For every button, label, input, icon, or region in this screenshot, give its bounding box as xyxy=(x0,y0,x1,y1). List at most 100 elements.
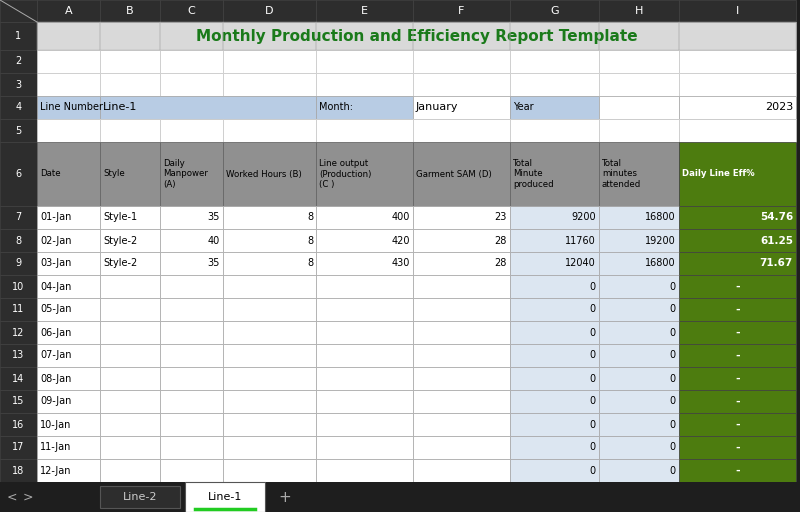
Bar xyxy=(679,321,796,344)
Bar xyxy=(599,229,679,252)
Text: >: > xyxy=(22,490,34,503)
Bar xyxy=(316,298,413,321)
Bar xyxy=(599,459,679,482)
Text: -: - xyxy=(735,305,740,314)
Bar xyxy=(100,73,160,96)
Bar xyxy=(316,275,413,298)
Bar xyxy=(160,344,223,367)
Bar xyxy=(37,22,100,50)
Bar xyxy=(0,321,37,344)
Bar xyxy=(510,436,599,459)
Text: 54.76: 54.76 xyxy=(760,212,793,223)
Bar xyxy=(510,275,599,298)
Text: A: A xyxy=(65,6,72,16)
Text: 0: 0 xyxy=(670,373,676,383)
Bar xyxy=(160,0,223,22)
Bar xyxy=(223,321,316,344)
Bar xyxy=(100,298,160,321)
Bar xyxy=(679,142,796,206)
Bar xyxy=(37,344,100,367)
Text: -: - xyxy=(735,396,740,407)
Text: 17: 17 xyxy=(12,442,25,453)
Text: 4: 4 xyxy=(15,102,22,113)
Bar xyxy=(679,298,796,321)
Bar xyxy=(223,0,316,22)
Text: 0: 0 xyxy=(590,465,596,476)
Bar xyxy=(316,367,413,390)
Bar xyxy=(679,50,796,73)
Text: 7: 7 xyxy=(15,212,22,223)
Bar xyxy=(413,390,510,413)
Bar xyxy=(679,390,796,413)
Bar xyxy=(160,73,223,96)
Bar xyxy=(100,22,160,50)
Bar xyxy=(0,367,37,390)
Text: 10: 10 xyxy=(12,282,25,291)
Bar xyxy=(100,413,160,436)
Bar xyxy=(316,206,413,229)
Bar xyxy=(160,252,223,275)
Text: 8: 8 xyxy=(307,212,313,223)
Bar xyxy=(100,50,160,73)
Bar xyxy=(223,142,316,206)
Bar xyxy=(37,96,100,119)
Text: -: - xyxy=(735,282,740,291)
Bar xyxy=(316,321,413,344)
Bar xyxy=(510,0,599,22)
Bar xyxy=(100,229,160,252)
Bar xyxy=(679,275,796,298)
Text: 28: 28 xyxy=(494,236,507,245)
Text: 15: 15 xyxy=(12,396,25,407)
Text: 19200: 19200 xyxy=(646,236,676,245)
Text: 04-Jan: 04-Jan xyxy=(40,282,71,291)
Bar xyxy=(37,390,100,413)
Text: 5: 5 xyxy=(15,125,22,136)
Bar xyxy=(37,298,100,321)
Bar xyxy=(160,298,223,321)
Text: 3: 3 xyxy=(15,79,22,90)
Text: Total
Minute
produced: Total Minute produced xyxy=(513,159,554,189)
Bar xyxy=(160,50,223,73)
Text: 8: 8 xyxy=(15,236,22,245)
Text: 16800: 16800 xyxy=(646,212,676,223)
Text: 0: 0 xyxy=(670,419,676,430)
Bar xyxy=(160,22,223,50)
Text: Style-1: Style-1 xyxy=(103,212,137,223)
Bar xyxy=(413,142,510,206)
Bar xyxy=(100,206,160,229)
Text: 16800: 16800 xyxy=(646,259,676,268)
Text: -: - xyxy=(735,328,740,337)
Bar xyxy=(679,119,796,142)
Bar xyxy=(37,229,100,252)
Bar xyxy=(160,206,223,229)
Bar xyxy=(413,436,510,459)
Bar xyxy=(413,50,510,73)
Bar xyxy=(316,413,413,436)
Text: 0: 0 xyxy=(590,351,596,360)
Text: 06-Jan: 06-Jan xyxy=(40,328,71,337)
Text: 11760: 11760 xyxy=(566,236,596,245)
Bar xyxy=(413,344,510,367)
Bar xyxy=(679,206,796,229)
Text: 16: 16 xyxy=(12,419,25,430)
Bar xyxy=(100,0,160,22)
Bar xyxy=(510,367,599,390)
Bar xyxy=(100,321,160,344)
Text: 6: 6 xyxy=(15,169,22,179)
Bar xyxy=(599,142,679,206)
Bar xyxy=(679,0,796,22)
Bar xyxy=(223,22,316,50)
Bar xyxy=(510,321,599,344)
Text: 0: 0 xyxy=(670,465,676,476)
Bar xyxy=(510,344,599,367)
Text: G: G xyxy=(550,6,559,16)
Text: -: - xyxy=(735,351,740,360)
Bar xyxy=(223,459,316,482)
Bar xyxy=(599,367,679,390)
Text: Month:: Month: xyxy=(319,102,353,113)
Bar xyxy=(599,298,679,321)
Bar xyxy=(413,298,510,321)
Text: 0: 0 xyxy=(670,328,676,337)
Bar xyxy=(510,459,599,482)
Text: Date: Date xyxy=(40,169,61,179)
